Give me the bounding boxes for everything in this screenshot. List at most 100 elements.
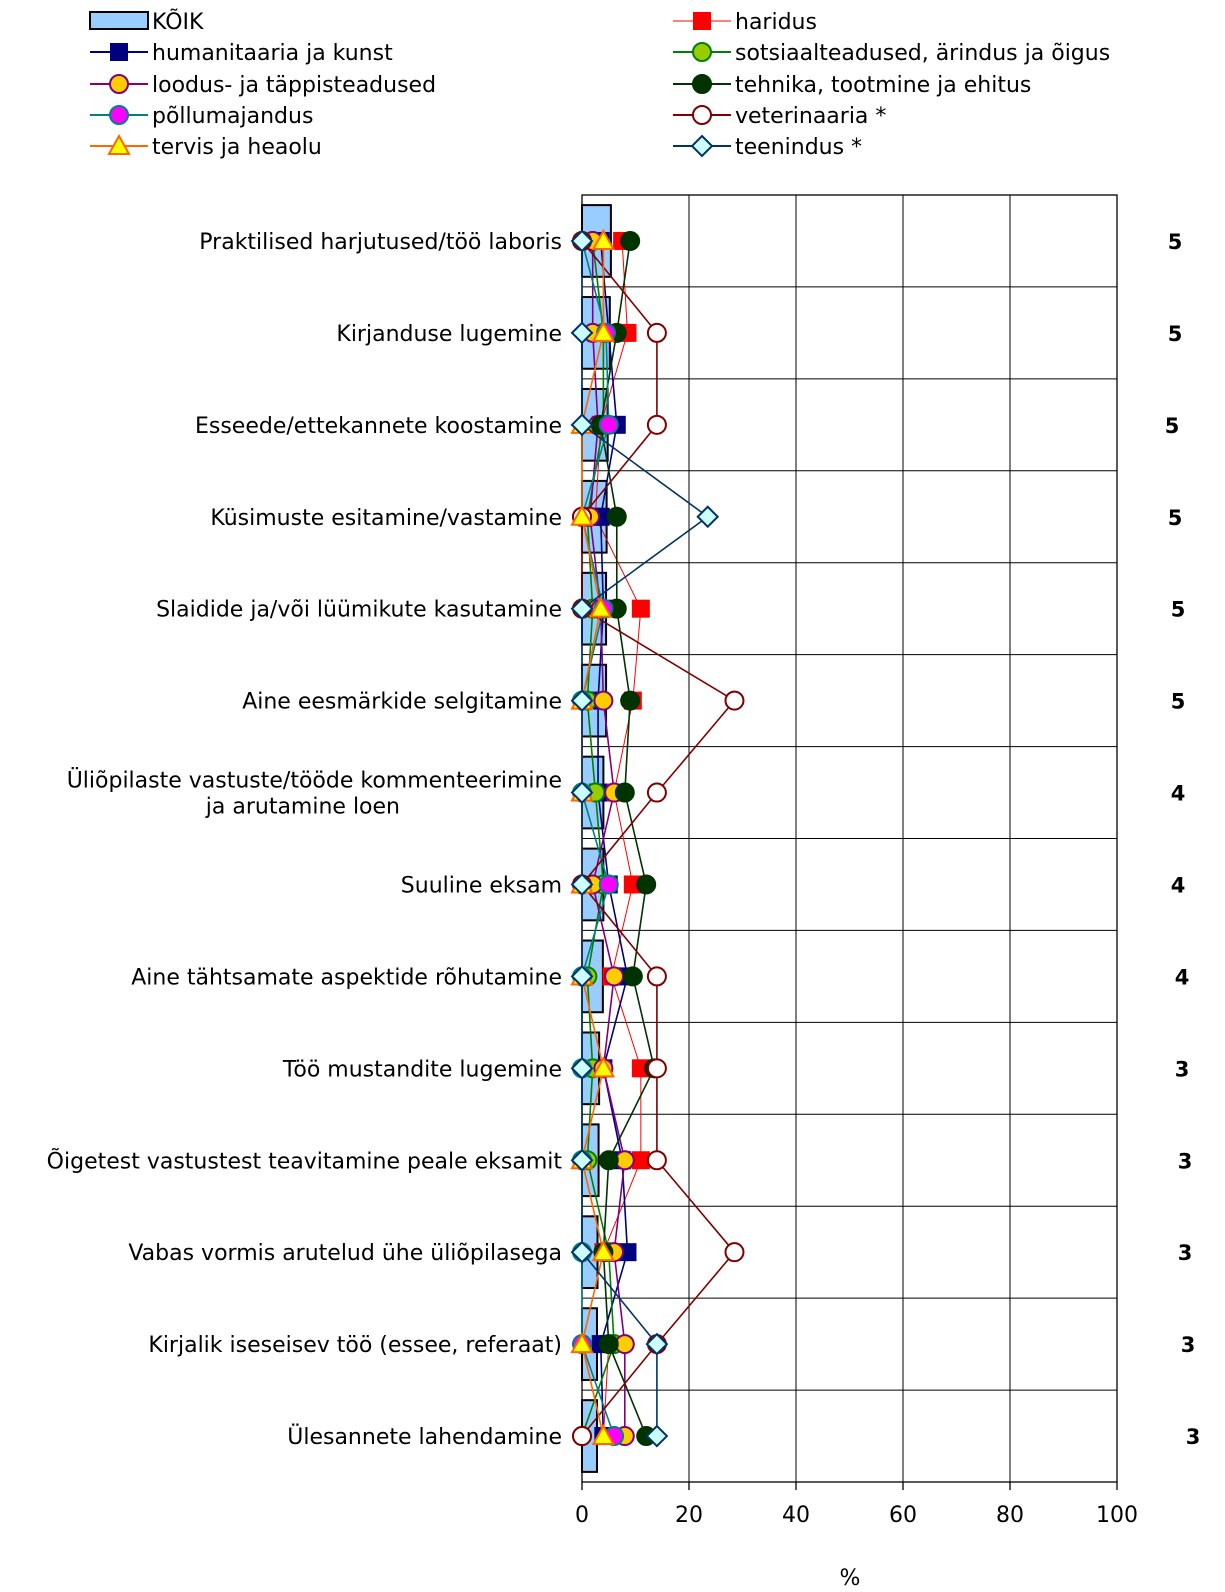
data-point [570,597,594,621]
data-point [572,1426,592,1447]
total-label: 5 [1168,230,1183,254]
data-point [591,1423,616,1446]
data-point [570,504,594,526]
category-label: Aine tähtsamate aspektide rõhutamine [131,965,562,990]
series-line [594,240,642,1437]
legend-label: põllumajandus [152,104,313,129]
category-label-line: Üliõpilaste vastuste/tööde kommenteerimi… [67,768,562,794]
series-line [589,240,626,1437]
data-point [598,874,619,895]
data-point [570,1332,594,1354]
category-label: Ülesannete lahendamine [287,1424,562,1450]
category-label-line: Suuline eksam [401,873,562,898]
legend-entry: sotsiaalteadused, ärindus ja õigus [673,41,1110,66]
category-label: Slaidide ja/või lüümikute kasutamine [156,598,562,623]
category-label: Üliõpilaste vastuste/tööde kommenteerimi… [67,768,562,820]
legend-label: tehnika, tootmine ja ehitus [735,73,1031,98]
grid [582,195,1118,1482]
data-point [570,689,594,713]
category-label-line: Praktilised harjutused/töö laboris [199,230,562,255]
series-line [580,240,736,1437]
data-point [598,1150,619,1171]
data-point [604,966,625,987]
data-point [646,1058,667,1079]
total-label: 3 [1178,1149,1193,1173]
legend-label: loodus- ja täppisteadused [152,73,436,98]
data-point [696,505,720,529]
legend-marker [109,105,129,125]
legend-entry: KÕIK [89,8,204,35]
legend-entry: põllumajandus [90,104,313,129]
total-label: 4 [1171,782,1186,806]
category-label-line: Aine eesmärkide selgitamine [242,690,562,715]
x-tick-label: 20 [675,1503,703,1528]
category-label-line: Kirjalik iseseisev töö (essee, referaat) [148,1333,562,1358]
legend-marker [692,105,712,125]
data-point [570,413,594,437]
data-point [570,229,594,253]
data-point [631,1151,650,1170]
category-label: Küsimuste esitamine/vastamine [210,506,562,531]
legend-entry: humanitaaria ja kunst [90,41,393,66]
legend: KÕIK humanitaaria ja kunst loodus- ja täpp… [89,8,1110,160]
series-line [581,240,710,1437]
category-label-line: Aine tähtsamate aspektide rõhutamine [131,965,562,990]
category-label: Esseede/ettekannete koostamine [195,414,562,439]
legend-label: tervis ja heaolu [152,135,322,160]
category-label: Töö mustandite lugemine [282,1057,562,1082]
x-tick-label: 100 [1096,1503,1138,1528]
total-label: 5 [1168,506,1183,530]
data-point [570,1148,594,1172]
data-point [646,966,667,987]
x-tick-label: 40 [782,1503,810,1528]
category-label: Praktilised harjutused/töö laboris [199,230,562,255]
data-point [570,321,594,345]
category-label: Kirjanduse lugemine [336,322,562,347]
data-point [646,414,667,435]
category-label-line: Esseede/ettekannete koostamine [195,414,562,439]
legend-marker [692,42,712,62]
legend-marker [110,43,128,61]
x-tick-label: 0 [575,1503,589,1528]
total-label: 5 [1168,322,1183,346]
data-point [724,1242,745,1263]
data-point [589,596,613,618]
category-label-line: Küsimuste esitamine/vastamine [210,506,562,531]
series-8 [570,229,720,1448]
total-label: 4 [1171,873,1186,897]
data-point [724,690,745,711]
legend-entry: tervis ja heaolu [90,133,322,160]
legend-label: KÕIK [152,8,204,35]
category-label: Suuline eksam [401,873,562,898]
data-point [614,782,635,803]
x-tick-label: 80 [996,1503,1024,1528]
data-point [593,690,614,711]
legend-entry: tehnika, tootmine ja ehitus [673,73,1031,98]
legend-marker [693,12,711,30]
data-point [591,1056,616,1078]
total-label: 3 [1186,1425,1201,1449]
total-label: 3 [1178,1241,1193,1265]
legend-label: teenindus * [735,135,862,160]
legend-entry: veterinaaria * [673,104,886,129]
data-point [645,1332,669,1356]
legend-marker [690,134,714,158]
x-axis: 0 20 40 60 80 100 [575,1482,1138,1528]
total-labels: 5 5 5 5 5 5 4 4 4 3 3 3 3 3 [1165,230,1201,1449]
total-label: 5 [1165,414,1180,438]
legend-marker [107,133,131,155]
data-point [646,322,667,343]
category-label: Aine eesmärkide selgitamine [242,690,562,715]
category-label-line: Õigetest vastustest teavitamine peale ek… [47,1147,563,1174]
total-label: 3 [1181,1333,1196,1357]
data-point [598,1334,619,1355]
category-label: Vabas vormis arutelud ühe üliõpilasega [128,1241,562,1266]
legend-marker [692,74,712,94]
legend-bar-swatch [89,11,149,30]
data-point [646,1150,667,1171]
data-point [591,228,616,250]
data-point [598,414,619,435]
category-label-line: Slaidide ja/või lüümikute kasutamine [156,598,562,623]
legend-entry: haridus [673,10,817,35]
legend-label: sotsiaalteadused, ärindus ja õigus [735,41,1110,66]
